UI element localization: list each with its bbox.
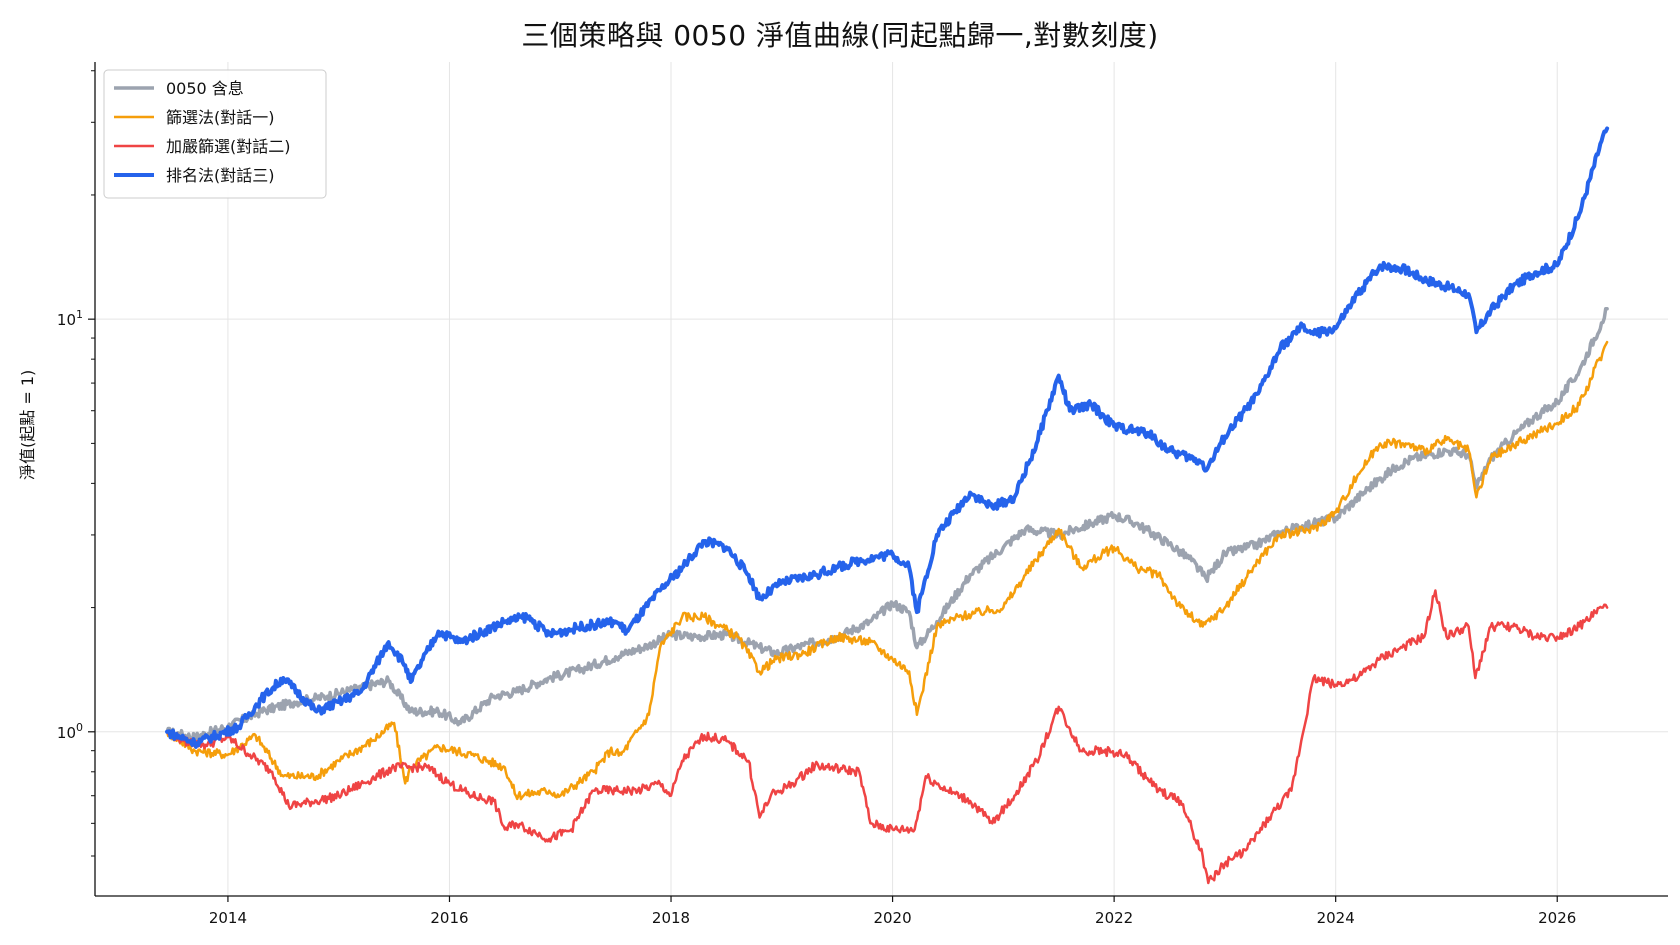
- x-tick-label: 2024: [1317, 909, 1355, 927]
- series-line: [165, 340, 1609, 801]
- x-tick-label: 2014: [209, 909, 247, 927]
- grid-lines: [95, 62, 1668, 896]
- legend-entry: 排名法(對話三): [166, 166, 275, 185]
- legend-box: [103, 69, 327, 199]
- legend-entry: 0050 含息: [166, 79, 244, 98]
- x-tick-label: 2016: [430, 909, 468, 927]
- series-line: [165, 589, 1609, 885]
- x-tick-label: 2020: [873, 909, 911, 927]
- y-tick-label: 101: [57, 308, 83, 329]
- series-line: [165, 126, 1610, 749]
- series-lines: [165, 126, 1610, 885]
- x-tick-label: 2022: [1095, 909, 1133, 927]
- chart-title: 三個策略與 0050 淨值曲線(同起點歸一,對數刻度): [521, 19, 1159, 52]
- x-tick-label: 2018: [652, 909, 690, 927]
- series-line: [165, 306, 1609, 743]
- x-tick-label: 2026: [1538, 909, 1576, 927]
- legend-entry: 加嚴篩選(對話二): [166, 137, 291, 156]
- legend-entry: 篩選法(對話一): [166, 108, 275, 127]
- y-tick-label: 100: [57, 721, 83, 742]
- tick-labels: 2014 2016 2018 2020 2022 2024 2026 100 101: [57, 308, 1576, 927]
- axes: [88, 62, 1668, 902]
